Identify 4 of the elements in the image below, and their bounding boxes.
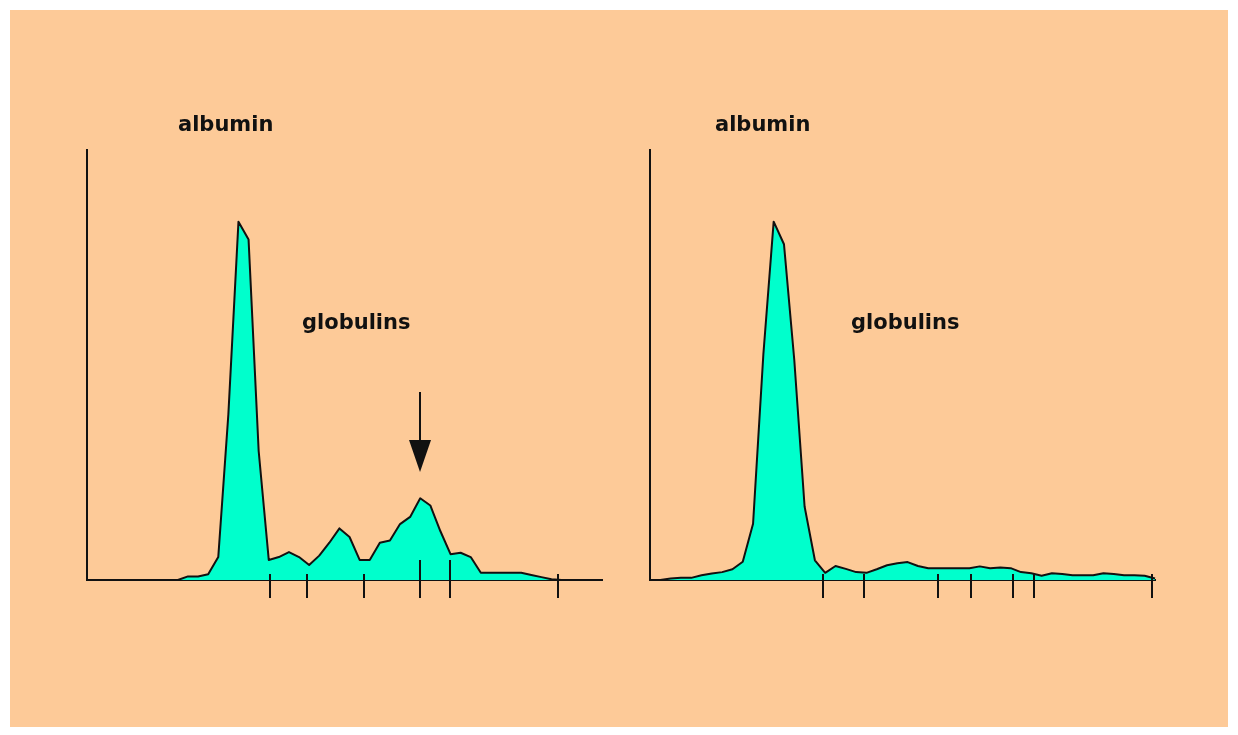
text: albumin	[715, 112, 811, 136]
text: albumin	[178, 112, 274, 136]
annotation: globulins	[302, 310, 411, 334]
annotation: globulins	[851, 310, 960, 334]
